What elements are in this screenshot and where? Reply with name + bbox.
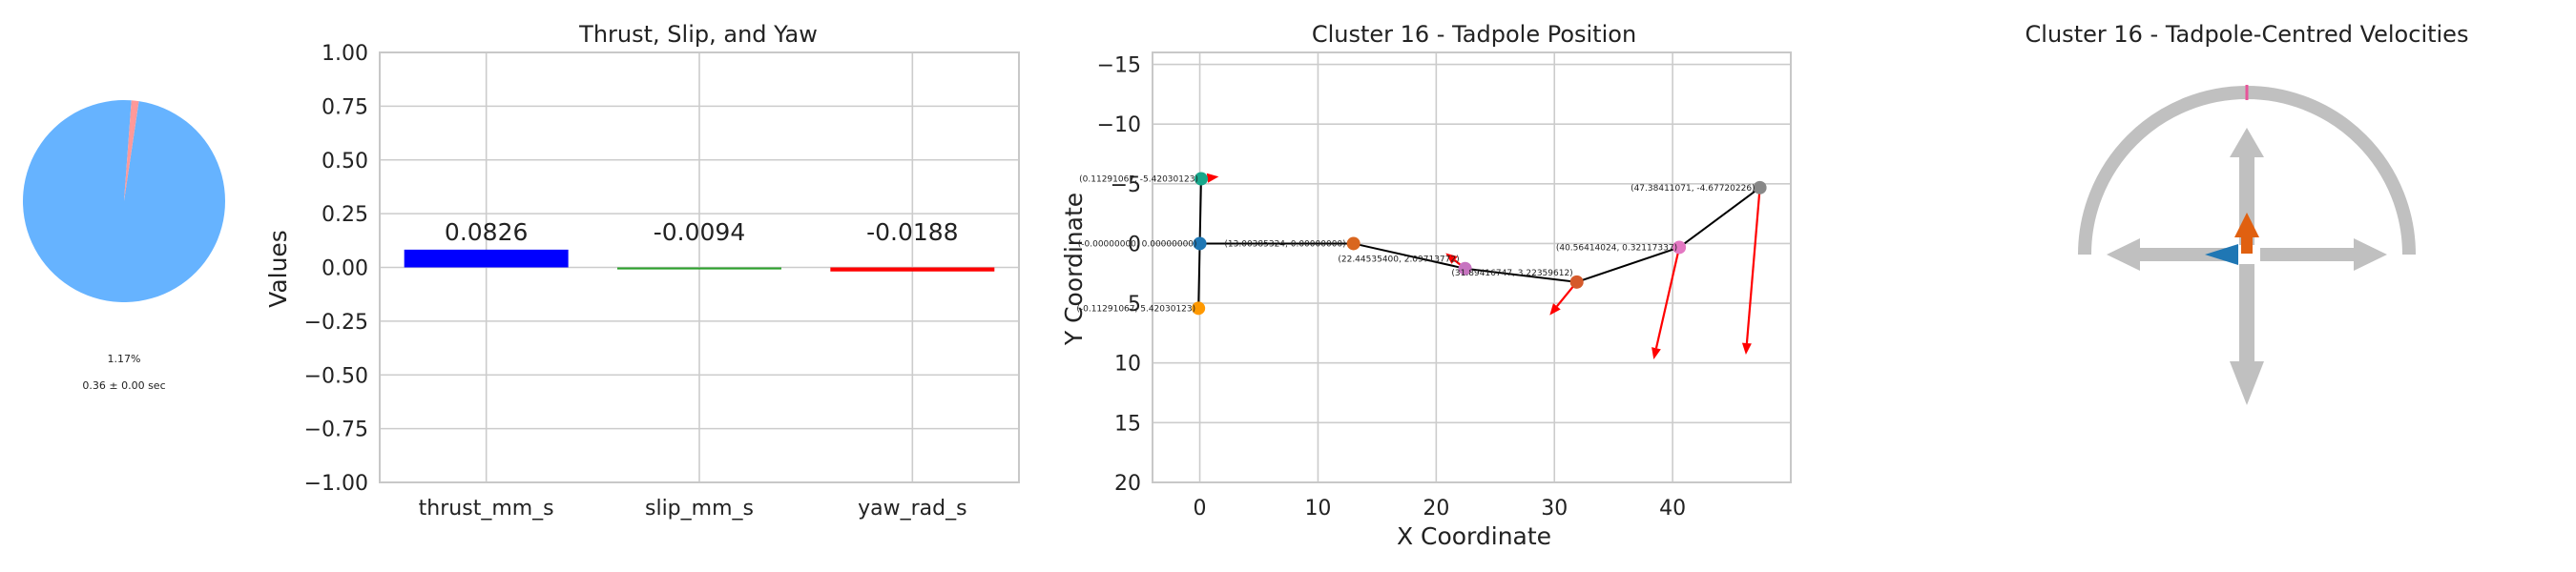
position-point (1753, 180, 1767, 194)
position-xtick-label: 40 (1659, 497, 1686, 521)
bar-plot-frame (379, 51, 1020, 483)
bar-thrust_mm_s (404, 249, 569, 268)
position-point (1193, 236, 1207, 251)
bar-ytick-label: 0.50 (322, 150, 368, 174)
position-point-label: (-0.00000000, 0.00000000) (1078, 239, 1197, 249)
position-ytick-label: 5 (1128, 293, 1141, 317)
position-point (1458, 261, 1472, 276)
position-point-label: (0.11291067, -5.42030123) (1079, 175, 1198, 185)
velocity-panel: Cluster 16 - Tadpole-Centred Velocities (2025, 21, 2469, 405)
velocity-arrow (1654, 247, 1681, 349)
bar-ytick-label: −0.50 (304, 364, 368, 388)
bar-xtick-label: yaw_rad_s (858, 497, 966, 521)
bar-chart-title: Thrust, Slip, and Yaw (578, 21, 818, 48)
position-xtick-label: 10 (1304, 497, 1331, 521)
velocity-arrowhead (1549, 303, 1561, 316)
position-ytick-label: −15 (1097, 54, 1141, 78)
bar-ytick-label: 1.00 (322, 42, 368, 66)
position-ytick-label: 0 (1128, 233, 1141, 256)
position-chart-panel: Cluster 16 - Tadpole Position X Coordina… (1060, 21, 1792, 550)
position-point (1346, 236, 1361, 251)
velocity-arrow (1745, 187, 1761, 344)
position-ytick-label: 10 (1114, 353, 1141, 377)
bar-chart-ylabel: Values (264, 230, 292, 308)
velocity-arrowhead (1741, 342, 1752, 355)
velocity-arrowhead (1445, 253, 1458, 264)
position-ytick-label: 20 (1114, 472, 1141, 496)
bar-xtick-label: slip_mm_s (645, 497, 754, 521)
position-point-label: (-0.11291067, 5.42030123) (1076, 304, 1195, 314)
slip-arrow (2205, 244, 2238, 265)
velocity-arrowhead (1206, 173, 1219, 183)
position-xtick-label: 20 (1423, 497, 1449, 521)
bar-xtick-label: thrust_mm_s (419, 497, 554, 521)
position-chart: 0 10 20 30 40 −15 −10 −5 0 5 10 15 20 (0.11291067, -5… (1076, 51, 1792, 521)
position-point-label: (13.00385324, 0.00000000) (1224, 239, 1345, 249)
bar-chart: −1.00 −0.75 −0.50 −0.25 0.00 0.25 0.50 0.75 1.00… (304, 42, 1020, 521)
left-arrow (2107, 238, 2233, 271)
pie-percent-label: 1.17% (108, 353, 141, 365)
position-ytick-label: 15 (1114, 412, 1141, 436)
bar-ytick-label: −1.00 (304, 472, 368, 496)
bar-ytick-label: 0.75 (322, 95, 368, 119)
pie-duration-label: 0.36 ± 0.00 sec (82, 379, 165, 392)
pie-slice (124, 100, 139, 201)
bar-ytick-label: −0.25 (304, 311, 368, 335)
thrust-arrow (2234, 213, 2259, 254)
position-ytick-label: −10 (1097, 113, 1141, 137)
up-arrow (2230, 128, 2264, 245)
bar-yaw_rad_s (830, 267, 995, 272)
position-point (1569, 275, 1584, 289)
bar-chart-panel: Thrust, Slip, and Yaw Values −1.00−0.75−… (264, 21, 1020, 521)
bar-value-label: -0.0188 (866, 218, 959, 246)
velocity-arrowhead (1652, 347, 1661, 359)
position-xtick-label: 0 (1194, 497, 1207, 521)
position-ytick-label: −5 (1111, 174, 1141, 197)
position-chart-title: Cluster 16 - Tadpole Position (1312, 21, 1636, 48)
position-point-label: (31.89416747, 3.22359612) (1451, 269, 1572, 278)
position-point-label: (22.44535400, 2.09713772) (1338, 255, 1459, 265)
bar-ytick-label: 0.25 (322, 203, 368, 227)
position-point (1192, 301, 1206, 316)
bar-value-label: 0.0826 (445, 218, 528, 246)
position-xtick-label: 30 (1541, 497, 1568, 521)
pie-slice (22, 99, 225, 302)
position-point (1672, 240, 1687, 255)
bar-value-label: -0.0094 (654, 218, 746, 246)
bar-slip_mm_s (617, 267, 781, 270)
position-point (1194, 172, 1208, 186)
bar-ytick-label: 0.00 (322, 257, 368, 281)
position-point-label: (47.38411071, -4.67720226) (1631, 184, 1755, 194)
velocity-diagram (2078, 85, 2416, 405)
pie-panel: 1.17% 0.36 ± 0.00 sec (22, 99, 225, 392)
position-chart-xlabel: X Coordinate (1397, 522, 1551, 550)
position-point-label: (40.56414024, 0.32117337) (1556, 243, 1677, 253)
right-arrow (2260, 238, 2387, 271)
position-plot-frame (1152, 51, 1792, 483)
position-chart-ylabel: Y Coordinate (1060, 193, 1088, 346)
bar-ytick-label: −0.75 (304, 419, 368, 442)
pie-chart (22, 99, 225, 302)
velocity-title: Cluster 16 - Tadpole-Centred Velocities (2025, 21, 2469, 48)
down-arrow (2230, 264, 2264, 405)
